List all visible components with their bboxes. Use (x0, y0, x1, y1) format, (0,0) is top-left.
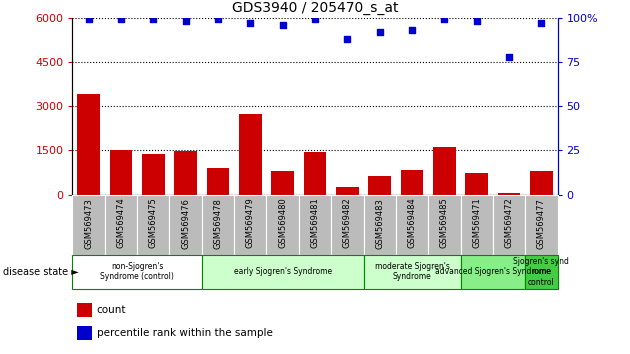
Text: early Sjogren's Syndrome: early Sjogren's Syndrome (234, 267, 332, 276)
Bar (364, 255, 461, 289)
Point (472, 18, 482, 24)
Bar (105, 195, 137, 255)
Bar (493, 195, 525, 255)
Text: advanced Sjogren's Syndrome: advanced Sjogren's Syndrome (435, 267, 551, 276)
Bar (72, 255, 202, 289)
Point (375, 29, 385, 35)
Bar (525, 255, 558, 289)
Bar (169, 195, 202, 255)
Bar (304, 152, 326, 195)
Text: GSM569484: GSM569484 (408, 198, 416, 249)
Title: GDS3940 / 205470_s_at: GDS3940 / 205470_s_at (232, 1, 398, 15)
Point (84, 17, 94, 22)
Point (278, 22, 288, 28)
Bar (466, 172, 488, 195)
Text: GSM569474: GSM569474 (117, 198, 125, 249)
Text: GSM569473: GSM569473 (84, 198, 93, 249)
Text: percentile rank within the sample: percentile rank within the sample (97, 328, 273, 338)
Point (536, 20, 546, 26)
Text: non-Sjogren's
Syndrome (control): non-Sjogren's Syndrome (control) (100, 262, 174, 281)
Bar (401, 170, 423, 195)
Bar (396, 195, 428, 255)
Bar (72, 195, 105, 255)
Text: count: count (97, 305, 126, 315)
Bar (525, 195, 558, 255)
Point (116, 17, 126, 22)
Bar (234, 195, 266, 255)
Bar (433, 147, 455, 195)
Point (213, 17, 223, 22)
Bar (369, 176, 391, 195)
Bar (77, 303, 92, 317)
Text: GSM569483: GSM569483 (375, 198, 384, 249)
Text: GSM569479: GSM569479 (246, 198, 255, 249)
Bar (142, 154, 164, 195)
Bar (336, 187, 358, 195)
Bar (364, 195, 396, 255)
Point (342, 36, 352, 42)
Point (407, 27, 417, 33)
Bar (299, 195, 331, 255)
Bar (77, 95, 100, 195)
Text: moderate Sjogren's
Syndrome: moderate Sjogren's Syndrome (375, 262, 449, 281)
Text: GSM569478: GSM569478 (214, 198, 222, 249)
Bar (498, 193, 520, 195)
Bar (530, 171, 553, 195)
Bar (207, 168, 229, 195)
Bar (202, 255, 364, 289)
Bar (110, 150, 132, 195)
Text: GSM569477: GSM569477 (537, 198, 546, 249)
Bar (202, 195, 234, 255)
Point (310, 17, 320, 22)
Bar (239, 114, 261, 195)
Point (148, 17, 158, 22)
Bar (428, 195, 461, 255)
Bar (461, 195, 493, 255)
Text: GSM569471: GSM569471 (472, 198, 481, 249)
Text: GSM569475: GSM569475 (149, 198, 158, 249)
Bar (266, 195, 299, 255)
Bar (461, 255, 525, 289)
Text: GSM569472: GSM569472 (505, 198, 513, 249)
Text: disease state ►: disease state ► (3, 267, 79, 277)
Text: GSM569481: GSM569481 (311, 198, 319, 249)
Bar (272, 171, 294, 195)
Point (245, 20, 255, 26)
Text: GSM569476: GSM569476 (181, 198, 190, 249)
Bar (77, 326, 92, 340)
Text: GSM569482: GSM569482 (343, 198, 352, 249)
Point (181, 18, 191, 24)
Text: GSM569485: GSM569485 (440, 198, 449, 249)
Point (439, 17, 449, 22)
Bar (137, 195, 169, 255)
Bar (175, 151, 197, 195)
Text: GSM569480: GSM569480 (278, 198, 287, 249)
Bar (331, 195, 364, 255)
Point (504, 54, 514, 59)
Text: Sjogren's synd
rome
control: Sjogren's synd rome control (513, 257, 570, 287)
